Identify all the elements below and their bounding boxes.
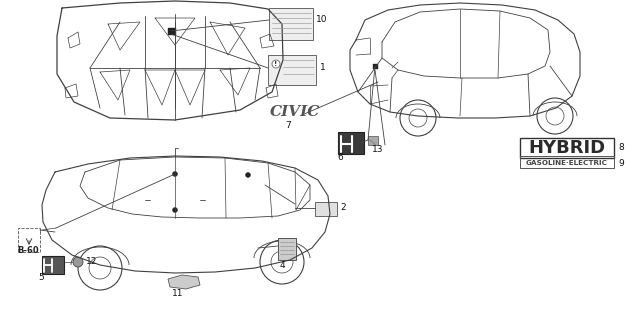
- Bar: [520, 156, 614, 168]
- Circle shape: [173, 172, 177, 176]
- Circle shape: [173, 207, 177, 212]
- Text: 2: 2: [340, 204, 346, 212]
- Text: B-60: B-60: [17, 246, 38, 255]
- Text: 13: 13: [372, 145, 383, 154]
- Text: GASOLINE·ELECTRIC: GASOLINE·ELECTRIC: [526, 160, 608, 166]
- Text: !: !: [275, 61, 278, 67]
- Bar: [269, 8, 313, 40]
- Text: 7: 7: [285, 122, 291, 130]
- Bar: [373, 64, 378, 69]
- Bar: [338, 132, 364, 154]
- Text: 8: 8: [618, 144, 624, 152]
- Bar: [368, 136, 378, 145]
- Text: 9: 9: [618, 159, 624, 167]
- Text: 12: 12: [86, 257, 97, 266]
- Bar: [520, 138, 614, 158]
- Circle shape: [246, 173, 250, 177]
- Circle shape: [272, 60, 280, 68]
- Bar: [315, 202, 337, 216]
- Text: 1: 1: [320, 63, 326, 72]
- Text: CIVIC: CIVIC: [270, 105, 320, 119]
- Text: HYBRID: HYBRID: [529, 139, 605, 157]
- Bar: [42, 256, 64, 274]
- Text: 11: 11: [172, 290, 184, 299]
- Bar: [278, 238, 296, 260]
- Text: 4: 4: [280, 262, 285, 271]
- Text: 10: 10: [316, 16, 328, 25]
- Polygon shape: [168, 275, 200, 289]
- Text: 6: 6: [337, 153, 343, 162]
- Bar: [168, 28, 176, 35]
- Circle shape: [73, 257, 83, 267]
- Bar: [268, 55, 316, 85]
- Text: 5: 5: [38, 273, 44, 283]
- Bar: [18, 228, 40, 252]
